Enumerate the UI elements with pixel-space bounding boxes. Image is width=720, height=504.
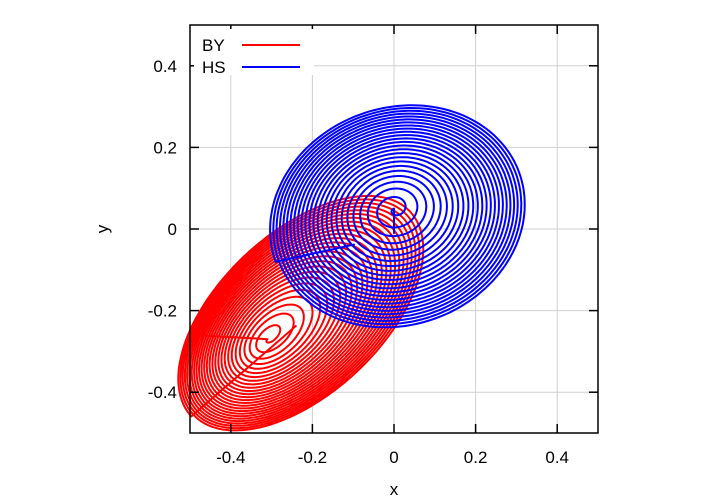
legend: BY HS xyxy=(194,29,314,77)
x-tick-label: -0.2 xyxy=(298,448,327,467)
y-tick-label: 0.4 xyxy=(153,57,177,76)
x-tick-label: -0.4 xyxy=(216,448,245,467)
series-line-hs xyxy=(269,104,526,329)
legend-label-hs: HS xyxy=(202,58,226,77)
y-tick-label: 0 xyxy=(168,220,177,239)
y-tick-label: 0.2 xyxy=(153,138,177,157)
axis-ticks xyxy=(190,25,598,433)
x-tick-label: 0.4 xyxy=(545,448,569,467)
series-group xyxy=(177,104,526,432)
series-line-by xyxy=(177,194,425,432)
x-tick-label: 0 xyxy=(389,448,398,467)
x-axis-label: x xyxy=(390,480,399,499)
legend-label-by: BY xyxy=(202,36,225,55)
tick-labels: -0.4 -0.2 0 0.2 0.4 -0.4 -0.2 0 0.2 0.4 xyxy=(148,57,569,467)
y-tick-label: -0.4 xyxy=(148,383,177,402)
y-tick-label: -0.2 xyxy=(148,302,177,321)
x-tick-label: 0.2 xyxy=(464,448,488,467)
y-axis-label: y xyxy=(93,224,112,233)
